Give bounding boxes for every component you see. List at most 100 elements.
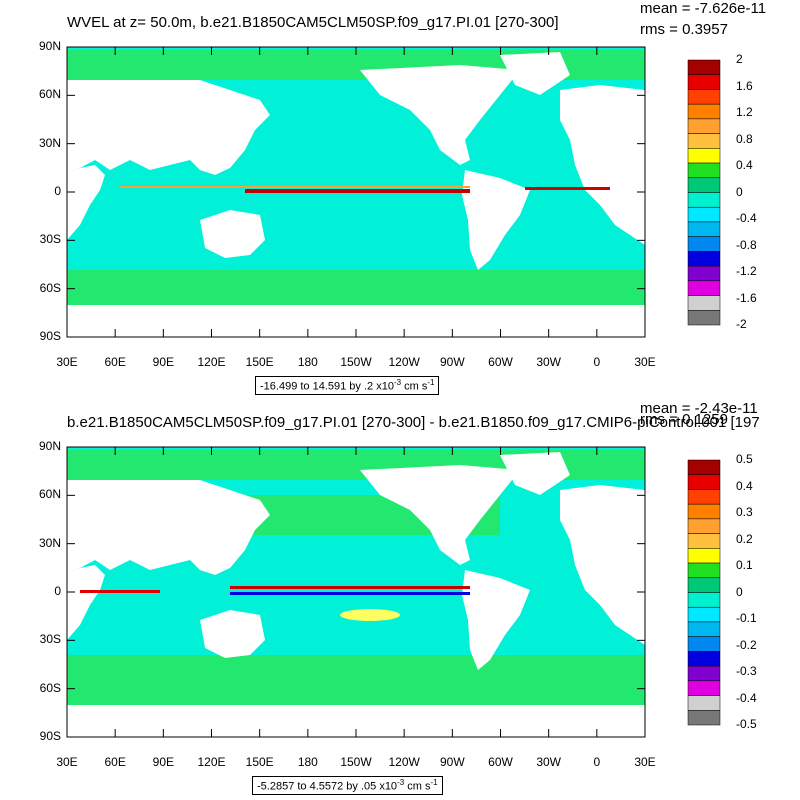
- lat-label: 30N: [38, 535, 61, 550]
- lon-label: 0: [593, 755, 601, 769]
- lat-label: 60N: [38, 87, 61, 102]
- colorbar-swatch: [687, 459, 721, 475]
- colorbar-swatch: [687, 148, 721, 164]
- colorbar-swatch: [687, 710, 721, 726]
- lat-label: 90N: [38, 39, 61, 53]
- lon-label: 60E: [104, 355, 126, 369]
- land-europe-africa: [560, 485, 645, 645]
- lat-label: 90N: [38, 439, 61, 453]
- panel-bottom: b.e21.B1850CAM5CLM50SP.f09_g17.PI.01 [27…: [0, 400, 800, 800]
- colorbar-label: -0.4: [736, 211, 757, 225]
- lat-label: 90S: [39, 729, 61, 743]
- colorbar-label: 0.4: [736, 478, 753, 493]
- colorbar-swatch: [687, 533, 721, 549]
- colorbar-label: -0.3: [736, 664, 757, 678]
- lon-label: 150E: [245, 355, 274, 369]
- equatorial-stripe-blue: [230, 592, 470, 595]
- equatorial-stripe: [245, 189, 470, 193]
- lon-label: 30W: [536, 755, 561, 769]
- lon-label: 120E: [197, 755, 226, 769]
- colorbar-bottom: [687, 459, 721, 726]
- colorbar-swatch: [687, 310, 721, 326]
- lat-label: 30N: [38, 135, 61, 150]
- range-exponent: -3: [397, 778, 405, 787]
- land-north-america: [360, 465, 520, 565]
- lon-label: 90W: [439, 355, 465, 369]
- range-units: cm s: [404, 780, 431, 793]
- colorbar-label: -2: [736, 317, 747, 331]
- lon-label: 60W: [488, 755, 513, 769]
- range-text: -16.499 to 14.591 by .2 x10: [260, 380, 394, 393]
- equatorial-stripe-red: [230, 586, 470, 589]
- colorbar-swatch: [687, 236, 721, 252]
- colorbar-label: 0: [736, 584, 743, 599]
- lon-label: 180: [297, 355, 318, 369]
- colorbar-swatch: [687, 489, 721, 505]
- colorbar-label: 0.2: [736, 531, 753, 546]
- colorbar-swatch: [687, 251, 721, 267]
- colorbar-label: 0.5: [736, 452, 753, 466]
- lon-label: 150E: [245, 755, 274, 769]
- lat-label: 60S: [39, 680, 61, 695]
- lon-label: 120W: [388, 755, 420, 769]
- colorbar-swatch: [687, 503, 721, 520]
- lat-label: 0: [54, 184, 61, 198]
- colorbar-label: 0: [736, 184, 743, 199]
- range-units-exponent: -1: [430, 778, 438, 787]
- lon-label: 30E: [56, 355, 78, 369]
- colorbar-swatch: [687, 621, 721, 637]
- colorbar-label: -0.1: [736, 611, 757, 625]
- colorbar-swatch: [687, 74, 721, 90]
- range-exponent: -3: [393, 378, 402, 387]
- lon-label: 120W: [388, 355, 420, 369]
- land-europe-africa: [560, 85, 645, 245]
- lon-label: 30E: [634, 355, 656, 369]
- colorbar-swatch: [687, 695, 721, 711]
- colorbar-swatch: [687, 665, 721, 682]
- map-top: [66, 46, 721, 338]
- colorbar-swatch: [687, 562, 721, 579]
- colorbar-swatch: [687, 518, 721, 534]
- land-africa-east: [67, 565, 105, 640]
- contour-range-box: -5.2857 to 4.5572 by .05 x10-3 cm s-1: [252, 776, 443, 795]
- colorbar-label: -0.2: [736, 637, 757, 652]
- range-units: cm s: [401, 380, 428, 393]
- land-south-america: [462, 570, 530, 670]
- lon-label: 30E: [634, 755, 656, 769]
- panel-top: WVEL at z= 50.0m, b.e21.B1850CAM5CLM50SP…: [38, 0, 767, 395]
- colorbar-swatch: [687, 89, 721, 105]
- colorbar-label: -0.5: [736, 717, 757, 731]
- colorbar-label: 0.4: [736, 158, 753, 172]
- lon-label: 30E: [56, 755, 78, 769]
- lon-label: 180: [297, 755, 318, 769]
- land-australia: [200, 610, 265, 658]
- colorbar-swatch: [687, 103, 721, 120]
- lon-label: 0: [593, 355, 601, 369]
- contour-range-box: -16.499 to 14.591 by .2 x10-3 cm s-1: [255, 376, 440, 395]
- colorbar-label: -1.2: [736, 264, 757, 278]
- lon-label: 90W: [439, 755, 465, 769]
- lat-label: 30S: [39, 232, 61, 247]
- lon-label: 150W: [340, 355, 372, 369]
- mean-label: mean = -7.626e-11: [640, 0, 767, 17]
- equatorial-stripe-atlantic: [525, 187, 610, 190]
- land-masses: [67, 52, 645, 337]
- colorbar-swatch: [687, 548, 721, 564]
- colorbar-label: -0.8: [736, 237, 757, 252]
- lon-label: 90E: [152, 755, 174, 769]
- land-north-america: [360, 65, 520, 165]
- range-units-exponent: -1: [427, 378, 435, 387]
- lat-label: 90S: [39, 329, 61, 343]
- lon-label: 120E: [197, 355, 226, 369]
- land-australia: [200, 210, 265, 258]
- lon-label: 90E: [152, 355, 174, 369]
- colorbar-label: 1.6: [736, 78, 753, 93]
- land-greenland: [500, 452, 570, 495]
- colorbar-label: -1.6: [736, 290, 757, 305]
- yellow-anomaly: [340, 609, 400, 621]
- colorbar-label: 0.8: [736, 131, 753, 146]
- mean-label: mean = -2.43e-11: [640, 400, 758, 417]
- land-south-america: [462, 170, 530, 270]
- land-africa-east: [67, 165, 105, 240]
- colorbar-swatch: [687, 265, 721, 282]
